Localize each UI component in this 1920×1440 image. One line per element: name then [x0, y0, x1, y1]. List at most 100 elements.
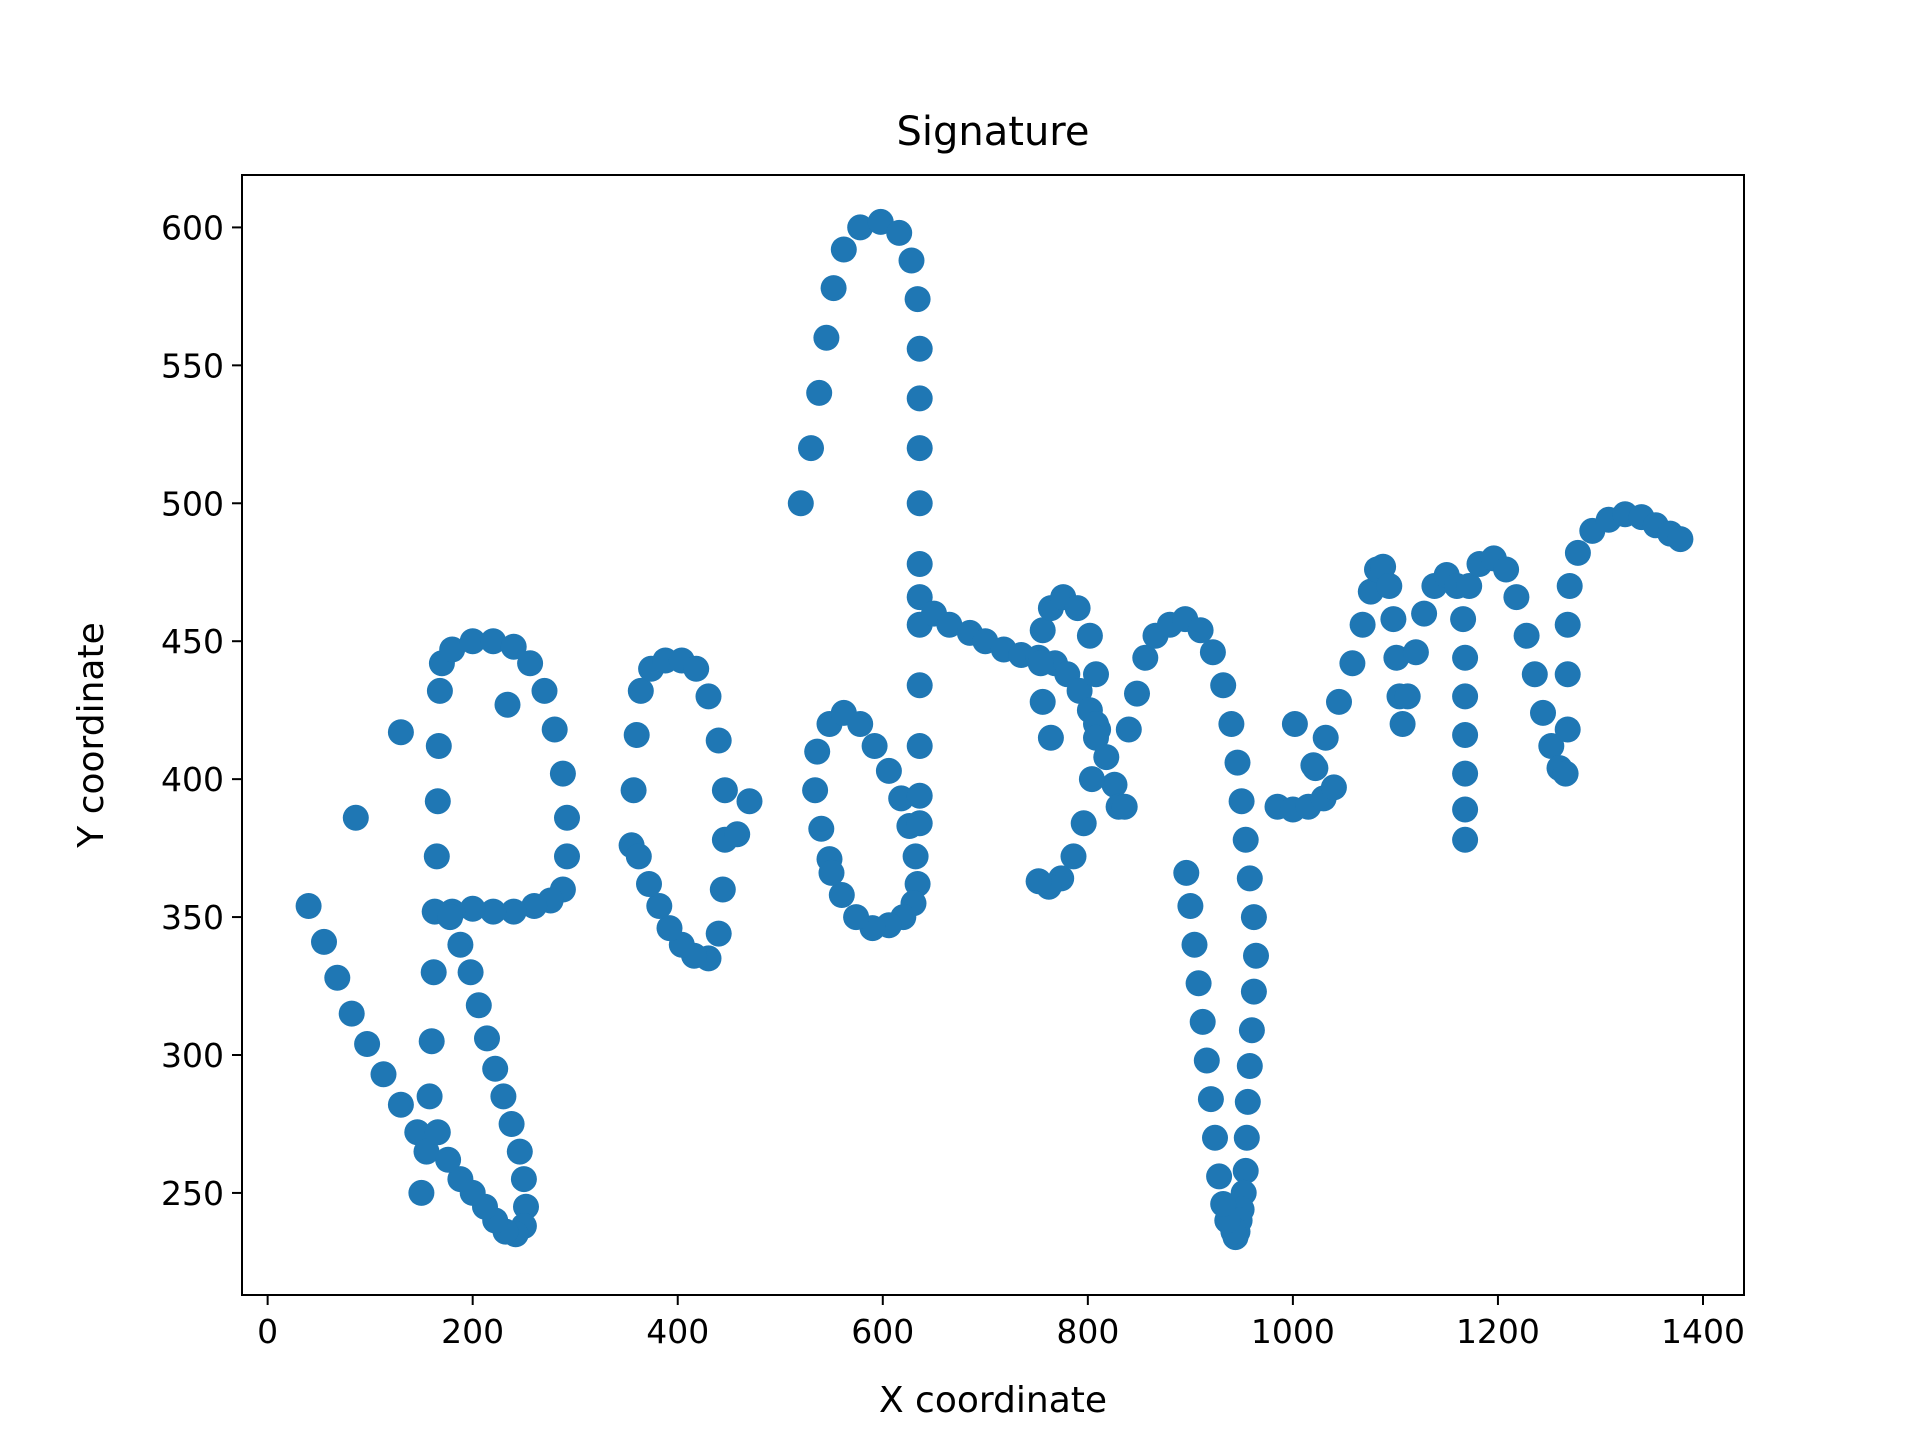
scatter-point: [1224, 749, 1251, 776]
scatter-point: [1236, 1053, 1263, 1079]
scatter-point: [490, 1083, 517, 1110]
scatter-point: [482, 1055, 509, 1082]
scatter-point: [683, 655, 710, 682]
scatter-point: [435, 1146, 462, 1173]
scatter-point: [459, 628, 486, 655]
scatter-point: [1187, 617, 1214, 644]
scatter-point: [1450, 606, 1477, 633]
scatter-point: [902, 843, 929, 870]
scatter-point: [1232, 1157, 1259, 1184]
scatter-point: [875, 757, 902, 784]
scatter-point: [1503, 584, 1530, 611]
scatter-point: [1228, 788, 1255, 815]
scatter-point: [906, 551, 933, 577]
scatter-point: [1320, 774, 1347, 801]
scatter-point: [736, 788, 763, 815]
scatter-point: [804, 738, 831, 765]
scatter-point: [709, 876, 736, 903]
scatter-point: [465, 992, 492, 1019]
scatter-point: [1078, 766, 1105, 793]
y-tick-label: 300: [161, 1036, 224, 1075]
scatter-point: [1076, 622, 1103, 649]
scatter-point: [1411, 600, 1438, 627]
scatter-point: [457, 959, 484, 986]
scatter-point: [847, 214, 874, 241]
scatter-point: [480, 628, 507, 655]
scatter-point: [1452, 796, 1479, 823]
scatter-point: [1493, 556, 1520, 583]
scatter-point: [623, 722, 650, 748]
scatter-point: [904, 286, 931, 313]
scatter-point: [370, 1061, 397, 1088]
scatter-point: [906, 782, 933, 809]
scatter-point: [554, 804, 580, 831]
scatter-point: [1326, 688, 1352, 715]
scatter-point: [818, 859, 845, 886]
scatter-point: [1193, 1047, 1220, 1074]
chart-title: Signature: [897, 109, 1090, 155]
scatter-point: [627, 677, 654, 704]
scatter-point: [1452, 683, 1479, 710]
scatter-point: [798, 435, 824, 462]
scatter-point: [1349, 611, 1376, 638]
scatter-point: [1115, 716, 1142, 743]
scatter-point: [906, 335, 933, 362]
scatter-point: [424, 788, 451, 815]
scatter-point: [1173, 859, 1200, 886]
scatter-point: [420, 959, 447, 986]
scatter-point: [620, 777, 647, 804]
scatter-point: [806, 379, 833, 406]
scatter-point: [1101, 771, 1128, 798]
scatter-point: [1243, 942, 1269, 969]
scatter-point: [1554, 611, 1581, 638]
scatter-point: [705, 920, 732, 947]
scatter-point: [517, 650, 544, 677]
scatter-point: [447, 1166, 474, 1193]
scatter-point: [813, 324, 840, 351]
scatter-point: [1124, 680, 1150, 707]
scatter-point: [1189, 1008, 1216, 1035]
scatter-point: [1456, 573, 1483, 599]
scatter-point: [1302, 755, 1329, 782]
scatter-point: [1281, 711, 1308, 737]
scatter-point: [425, 733, 452, 759]
scatter-point: [474, 1025, 500, 1052]
x-tick-label: 600: [851, 1312, 914, 1351]
scatter-point: [1210, 672, 1237, 699]
scatter-point: [1066, 677, 1093, 704]
scatter-point: [906, 810, 933, 837]
scatter-point: [447, 931, 474, 958]
scatter-point: [1029, 617, 1056, 644]
scatter-point: [1111, 793, 1138, 820]
scatter-point: [861, 733, 888, 759]
x-tick-label: 1400: [1661, 1312, 1745, 1351]
scatter-point: [705, 727, 732, 754]
scatter-point: [1234, 1088, 1261, 1115]
scatter-point: [1093, 744, 1120, 771]
scatter-point: [549, 760, 576, 787]
scatter-point: [387, 1091, 414, 1118]
scatter-point: [646, 893, 673, 919]
scatter-point: [554, 843, 580, 870]
y-tick-label: 600: [161, 208, 224, 247]
x-tick-label: 1200: [1456, 1312, 1540, 1351]
scatter-point: [418, 1028, 445, 1055]
y-tick-label: 500: [161, 484, 224, 523]
y-tick-label: 550: [161, 346, 224, 385]
scatter-point: [506, 1138, 533, 1165]
scatter-point: [1240, 978, 1267, 1005]
scatter-point: [906, 435, 933, 462]
scatter-point: [541, 716, 568, 743]
y-axis-ticks: 250 300 350 400 450 500 550 600: [161, 208, 242, 1213]
scatter-point: [404, 1119, 431, 1146]
scatter-point: [1070, 810, 1097, 837]
scatter-point: [1376, 573, 1403, 599]
y-axis-label: Y coordinate: [71, 622, 112, 848]
scatter-point: [387, 719, 414, 746]
scatter-point: [1452, 760, 1479, 787]
scatter-point: [1564, 539, 1591, 566]
scatter-point: [898, 247, 925, 274]
scatter-point: [1452, 826, 1479, 853]
scatter-point: [1552, 760, 1579, 787]
scatter-point: [808, 815, 835, 842]
